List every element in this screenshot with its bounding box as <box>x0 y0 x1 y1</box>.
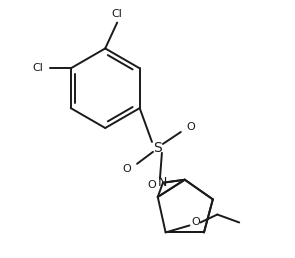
Text: N: N <box>158 176 168 189</box>
Text: O: O <box>122 164 131 174</box>
Text: Cl: Cl <box>112 9 123 19</box>
Text: S: S <box>154 141 162 155</box>
Text: O: O <box>191 217 200 228</box>
Text: O: O <box>187 122 196 132</box>
Text: O: O <box>147 180 156 190</box>
Text: Cl: Cl <box>32 63 43 73</box>
